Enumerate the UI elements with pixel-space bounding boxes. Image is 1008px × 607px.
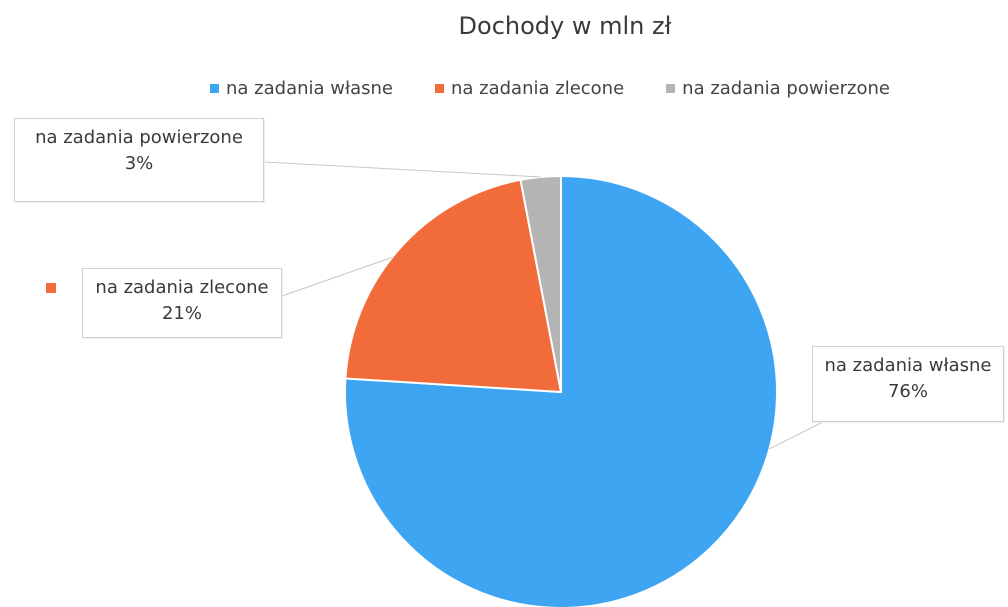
- legend-label-powierzone: na zadania powierzone: [682, 78, 890, 99]
- legend-label-wlasne: na zadania własne: [226, 78, 393, 99]
- pie-slice-zlecone: [344, 178, 563, 394]
- data-label-powierzone-value: 3%: [124, 153, 154, 174]
- legend-swatch-wlasne: [210, 84, 219, 93]
- chart-title: Dochody w mln zł: [458, 12, 672, 40]
- data-label-wlasne-value: 76%: [887, 381, 928, 402]
- data-label-zlecone: na zadania zlecone 21%: [82, 268, 282, 338]
- legend-item-wlasne: na zadania własne: [210, 78, 393, 99]
- leader-line-zlecone: [281, 256, 393, 297]
- legend-item-zlecone: na zadania zlecone: [434, 78, 625, 99]
- legend-swatch-powierzone: [666, 84, 676, 93]
- data-label-wlasne: na zadania własne 76%: [812, 346, 1004, 422]
- data-label-zlecone-value: 21%: [161, 303, 202, 324]
- leader-lines: [263, 161, 824, 450]
- pie-slices: [344, 174, 778, 607]
- legend-label-zlecone: na zadania zlecone: [450, 78, 625, 99]
- leader-line-wlasne: [769, 421, 824, 450]
- legend-item-powierzone: na zadania powierzone: [666, 78, 890, 99]
- legend-swatch-zlecone: [434, 84, 444, 93]
- data-label-powierzone: na zadania powierzone 3%: [14, 118, 264, 202]
- legend: na zadania własne na zadania zlecone na …: [210, 78, 890, 99]
- zlecone-marker-swatch: [46, 283, 56, 293]
- data-label-zlecone-name: na zadania zlecone: [95, 277, 269, 298]
- data-label-powierzone-name: na zadania powierzone: [35, 127, 243, 148]
- data-label-wlasne-name: na zadania własne: [824, 355, 992, 376]
- leader-line-powierzone: [263, 161, 541, 178]
- pie-slice-powierzone: [519, 174, 562, 393]
